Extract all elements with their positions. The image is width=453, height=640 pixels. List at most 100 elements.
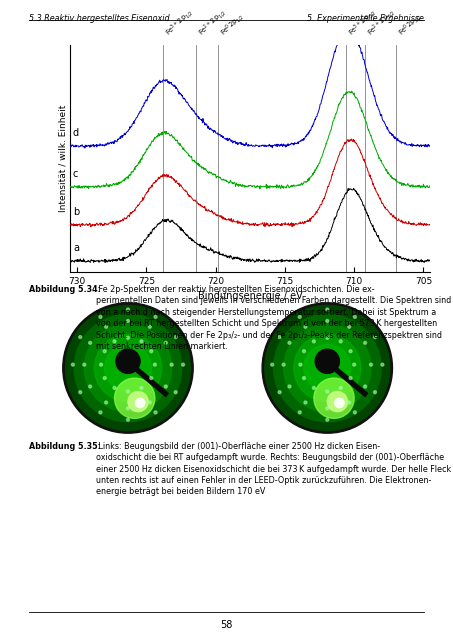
Circle shape: [298, 316, 301, 318]
Circle shape: [126, 336, 130, 339]
Circle shape: [89, 385, 92, 388]
Text: d: d: [73, 128, 79, 138]
Circle shape: [150, 376, 153, 380]
Circle shape: [327, 392, 347, 412]
Circle shape: [103, 349, 106, 353]
Circle shape: [288, 341, 291, 344]
Circle shape: [164, 385, 167, 388]
Circle shape: [364, 385, 366, 388]
Circle shape: [353, 363, 356, 366]
Circle shape: [100, 363, 102, 366]
Circle shape: [364, 341, 366, 344]
Circle shape: [381, 363, 384, 366]
Circle shape: [113, 340, 116, 343]
Circle shape: [304, 325, 307, 328]
Circle shape: [299, 363, 302, 366]
Circle shape: [140, 340, 143, 343]
Circle shape: [105, 325, 108, 328]
Circle shape: [294, 334, 361, 402]
Circle shape: [148, 325, 151, 328]
Circle shape: [84, 324, 172, 412]
Text: Fe$^{2+}$2p$_{3/2}$: Fe$^{2+}$2p$_{3/2}$: [365, 6, 399, 39]
Circle shape: [374, 335, 376, 339]
Circle shape: [113, 387, 116, 389]
Text: a: a: [73, 243, 79, 253]
Circle shape: [339, 340, 342, 343]
Text: c: c: [73, 169, 78, 179]
Circle shape: [315, 349, 339, 373]
Circle shape: [271, 363, 274, 366]
Circle shape: [326, 308, 329, 311]
Circle shape: [303, 349, 305, 353]
Circle shape: [326, 319, 329, 323]
Text: Links: Beugungsbild der (001)-Oberfläche einer 2500 Hz dicken Eisen-
oxidschicht: Links: Beugungsbild der (001)-Oberfläche…: [96, 442, 452, 497]
Text: 58: 58: [220, 620, 233, 630]
Text: Fe$^{0}$2p$_{1/2}$: Fe$^{0}$2p$_{1/2}$: [218, 10, 248, 39]
Circle shape: [79, 335, 82, 339]
Circle shape: [79, 390, 82, 394]
Circle shape: [66, 305, 190, 431]
Circle shape: [94, 334, 162, 402]
Text: Abbildung 5.35:: Abbildung 5.35:: [29, 442, 101, 451]
Circle shape: [326, 336, 329, 339]
Circle shape: [116, 349, 140, 373]
Circle shape: [174, 390, 177, 394]
Text: b: b: [73, 207, 79, 217]
Circle shape: [288, 385, 291, 388]
FancyArrow shape: [132, 365, 168, 396]
Circle shape: [105, 401, 108, 404]
Circle shape: [284, 324, 371, 412]
Circle shape: [140, 387, 143, 389]
Circle shape: [115, 378, 155, 419]
Circle shape: [353, 316, 357, 318]
Circle shape: [326, 419, 329, 421]
Text: Fe$^{3+}$2p$_{1/2}$: Fe$^{3+}$2p$_{1/2}$: [163, 6, 196, 39]
Text: Abbildung 5.34:: Abbildung 5.34:: [29, 285, 101, 294]
Circle shape: [313, 387, 315, 389]
Circle shape: [99, 411, 102, 414]
Circle shape: [164, 341, 167, 344]
FancyArrow shape: [332, 365, 367, 396]
Circle shape: [150, 349, 153, 353]
Text: 5.3 Reaktiv hergestelltes Eisenoxid: 5.3 Reaktiv hergestelltes Eisenoxid: [29, 14, 170, 23]
Circle shape: [278, 390, 281, 394]
Circle shape: [303, 376, 305, 380]
Circle shape: [278, 335, 281, 339]
Circle shape: [347, 325, 351, 328]
Circle shape: [154, 363, 156, 366]
Circle shape: [135, 398, 145, 408]
Circle shape: [274, 314, 381, 422]
Circle shape: [63, 303, 193, 433]
Circle shape: [349, 349, 352, 353]
Circle shape: [182, 363, 184, 366]
Circle shape: [347, 401, 351, 404]
Circle shape: [83, 363, 86, 366]
Circle shape: [148, 401, 151, 404]
Circle shape: [262, 303, 392, 433]
Circle shape: [374, 390, 376, 394]
Circle shape: [154, 316, 157, 318]
Circle shape: [126, 319, 130, 323]
Circle shape: [353, 411, 357, 414]
Circle shape: [154, 411, 157, 414]
Text: Fe 2p-Spektren der reaktiv hergestellten Eisenoxidschichten. Die ex-
perimentell: Fe 2p-Spektren der reaktiv hergestellten…: [96, 285, 452, 351]
Circle shape: [370, 363, 372, 366]
Text: Fe$^{0}$2p$_{3/2}$: Fe$^{0}$2p$_{3/2}$: [396, 10, 425, 39]
Circle shape: [72, 363, 74, 366]
Circle shape: [314, 378, 354, 419]
Text: Fe$^{2+}$2p$_{1/2}$: Fe$^{2+}$2p$_{1/2}$: [196, 6, 230, 39]
Text: 5. Experimentelle Ergebnisse: 5. Experimentelle Ergebnisse: [307, 14, 424, 23]
Circle shape: [105, 344, 151, 392]
Circle shape: [304, 401, 307, 404]
Circle shape: [349, 376, 352, 380]
Circle shape: [89, 341, 92, 344]
Circle shape: [304, 344, 351, 392]
Y-axis label: Intensität / wilk. Einheit: Intensität / wilk. Einheit: [58, 105, 67, 212]
Text: Fe$^{3+}$2p$_{3/2}$: Fe$^{3+}$2p$_{3/2}$: [346, 6, 379, 39]
Circle shape: [126, 308, 130, 311]
Circle shape: [170, 363, 173, 366]
Circle shape: [298, 411, 301, 414]
Circle shape: [126, 419, 130, 421]
Circle shape: [326, 407, 329, 410]
Circle shape: [126, 407, 130, 410]
